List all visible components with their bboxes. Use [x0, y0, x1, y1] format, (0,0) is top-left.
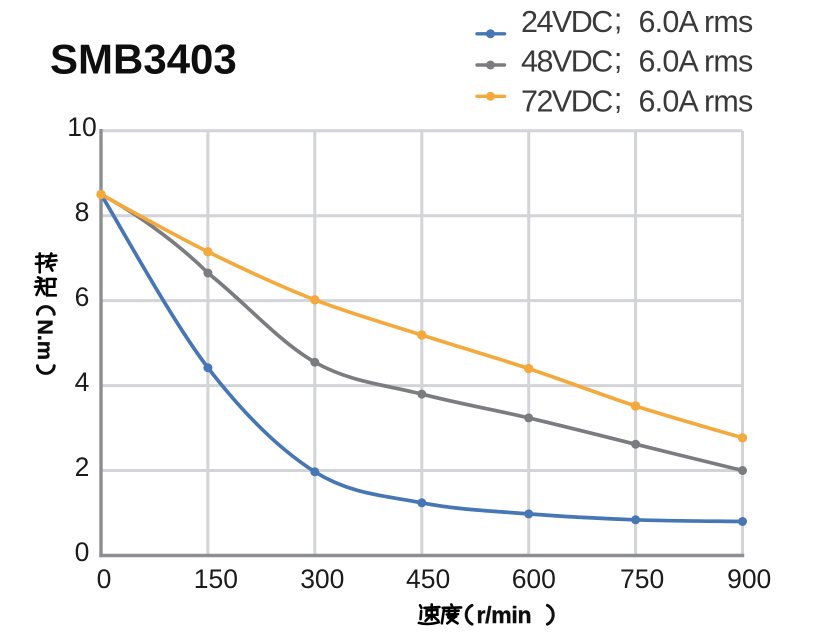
svg-text:450: 450: [406, 564, 450, 594]
svg-text:600: 600: [512, 564, 556, 594]
svg-text:N.m: N.m: [33, 319, 57, 360]
svg-text:r/min: r/min: [477, 602, 532, 628]
svg-text:6: 6: [75, 282, 90, 312]
svg-text:SMB3403: SMB3403: [50, 36, 237, 83]
svg-text:24VDC;6.0A rms: 24VDC; 6.0A rms: [521, 2, 753, 39]
svg-text:2: 2: [75, 452, 90, 482]
svg-text:72VDC;6.0A rms: 72VDC; 6.0A rms: [521, 82, 753, 119]
svg-text:10: 10: [67, 112, 96, 142]
svg-text:4: 4: [75, 367, 90, 397]
svg-text:300: 300: [300, 564, 344, 594]
svg-text:750: 750: [620, 564, 664, 594]
svg-text:150: 150: [194, 564, 238, 594]
svg-text:0: 0: [75, 537, 90, 567]
svg-text:48VDC;6.0A rms: 48VDC; 6.0A rms: [521, 42, 753, 79]
svg-text:8: 8: [75, 197, 90, 227]
svg-text:0: 0: [97, 564, 112, 594]
svg-text:900: 900: [727, 564, 771, 594]
